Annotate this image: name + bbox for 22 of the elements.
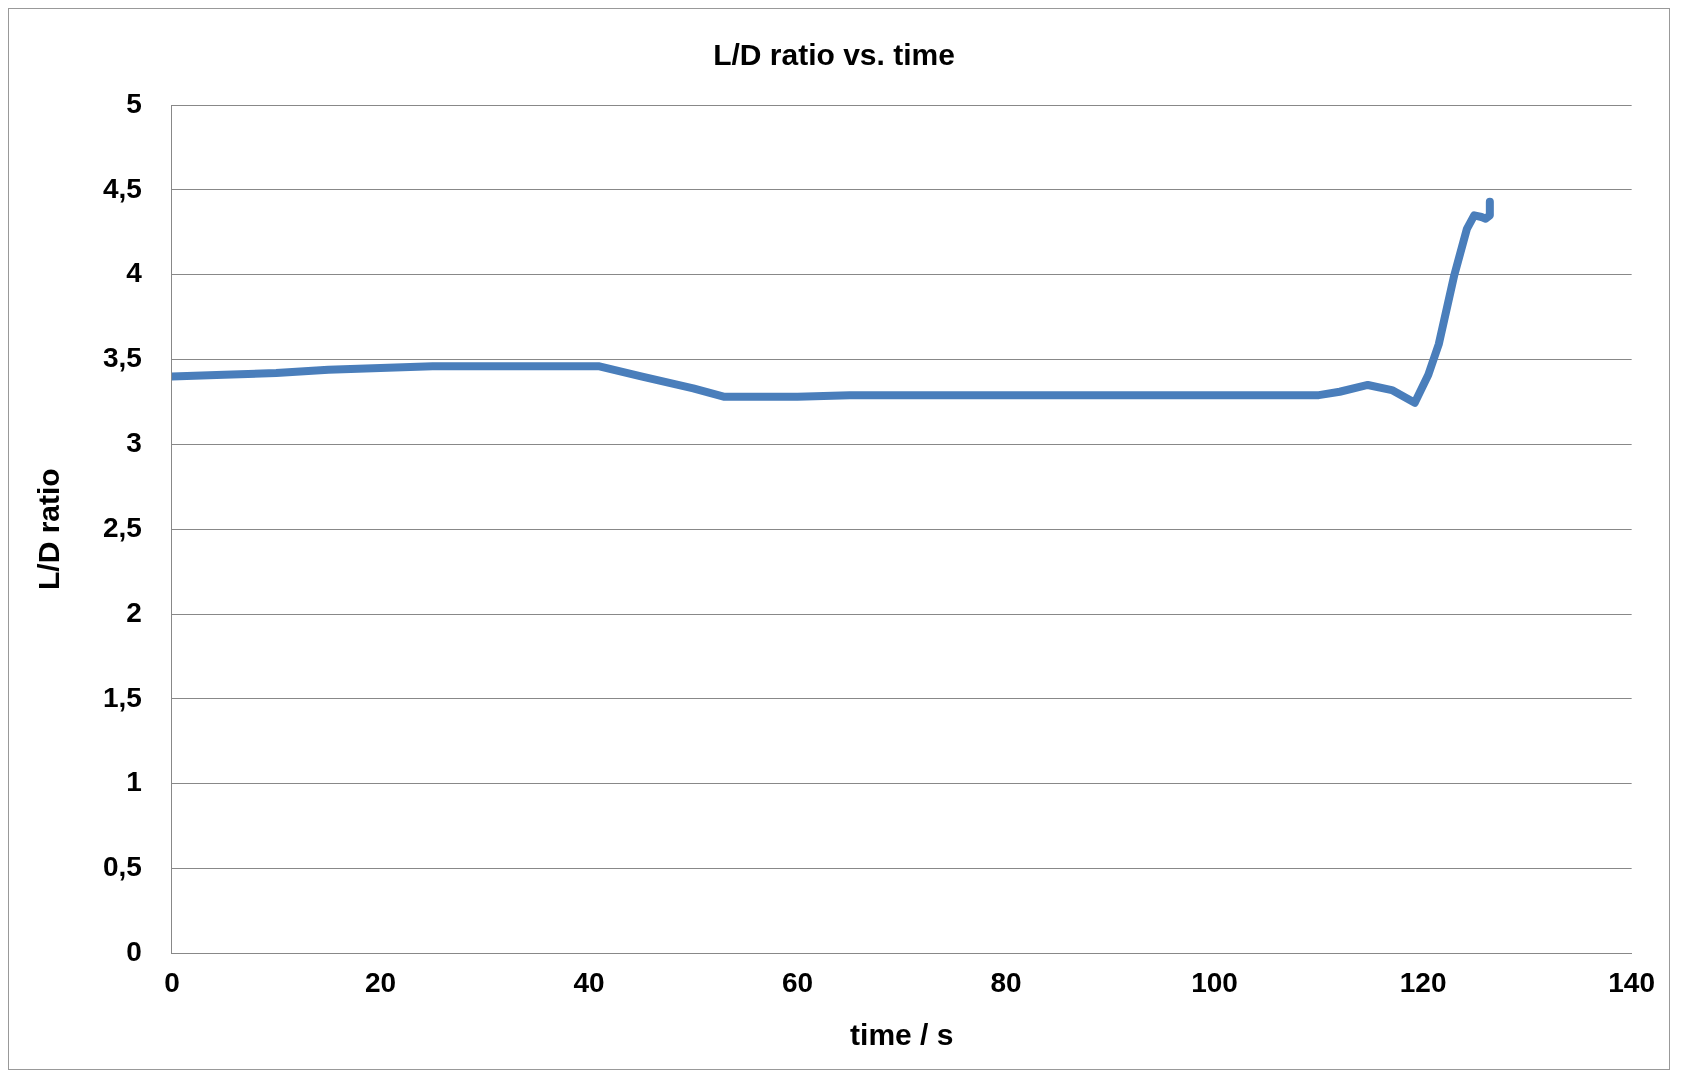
x-tick-label: 60 — [781, 966, 814, 998]
x-tick-label: 100 — [1191, 966, 1238, 998]
x-tick-label: 120 — [1399, 966, 1447, 998]
x-tick-label: 80 — [990, 966, 1022, 998]
y-tick-label: 1 — [126, 766, 142, 798]
y-axis-title: L/D ratio — [32, 468, 66, 591]
y-tick-label: 0,5 — [102, 851, 142, 883]
x-tick-label: 140 — [1608, 966, 1655, 998]
x-tick-label: 0 — [164, 966, 180, 998]
y-tick-label: 5 — [126, 87, 142, 119]
y-tick-label: 2,5 — [102, 511, 142, 543]
y-tick-label: 3 — [126, 427, 142, 459]
chart-title: L/D ratio vs. time — [713, 38, 955, 72]
x-tick-label: 20 — [364, 966, 397, 998]
y-tick-label: 3,5 — [102, 342, 142, 374]
y-tick-label: 4 — [126, 257, 143, 289]
y-tick-label: 1,5 — [102, 681, 142, 713]
y-tick-label: 0 — [126, 936, 142, 968]
y-tick-label: 2 — [126, 596, 142, 628]
y-tick-label: 4,5 — [102, 172, 142, 204]
x-axis-title: time / s — [850, 1018, 954, 1052]
x-tick-label: 40 — [573, 966, 605, 998]
